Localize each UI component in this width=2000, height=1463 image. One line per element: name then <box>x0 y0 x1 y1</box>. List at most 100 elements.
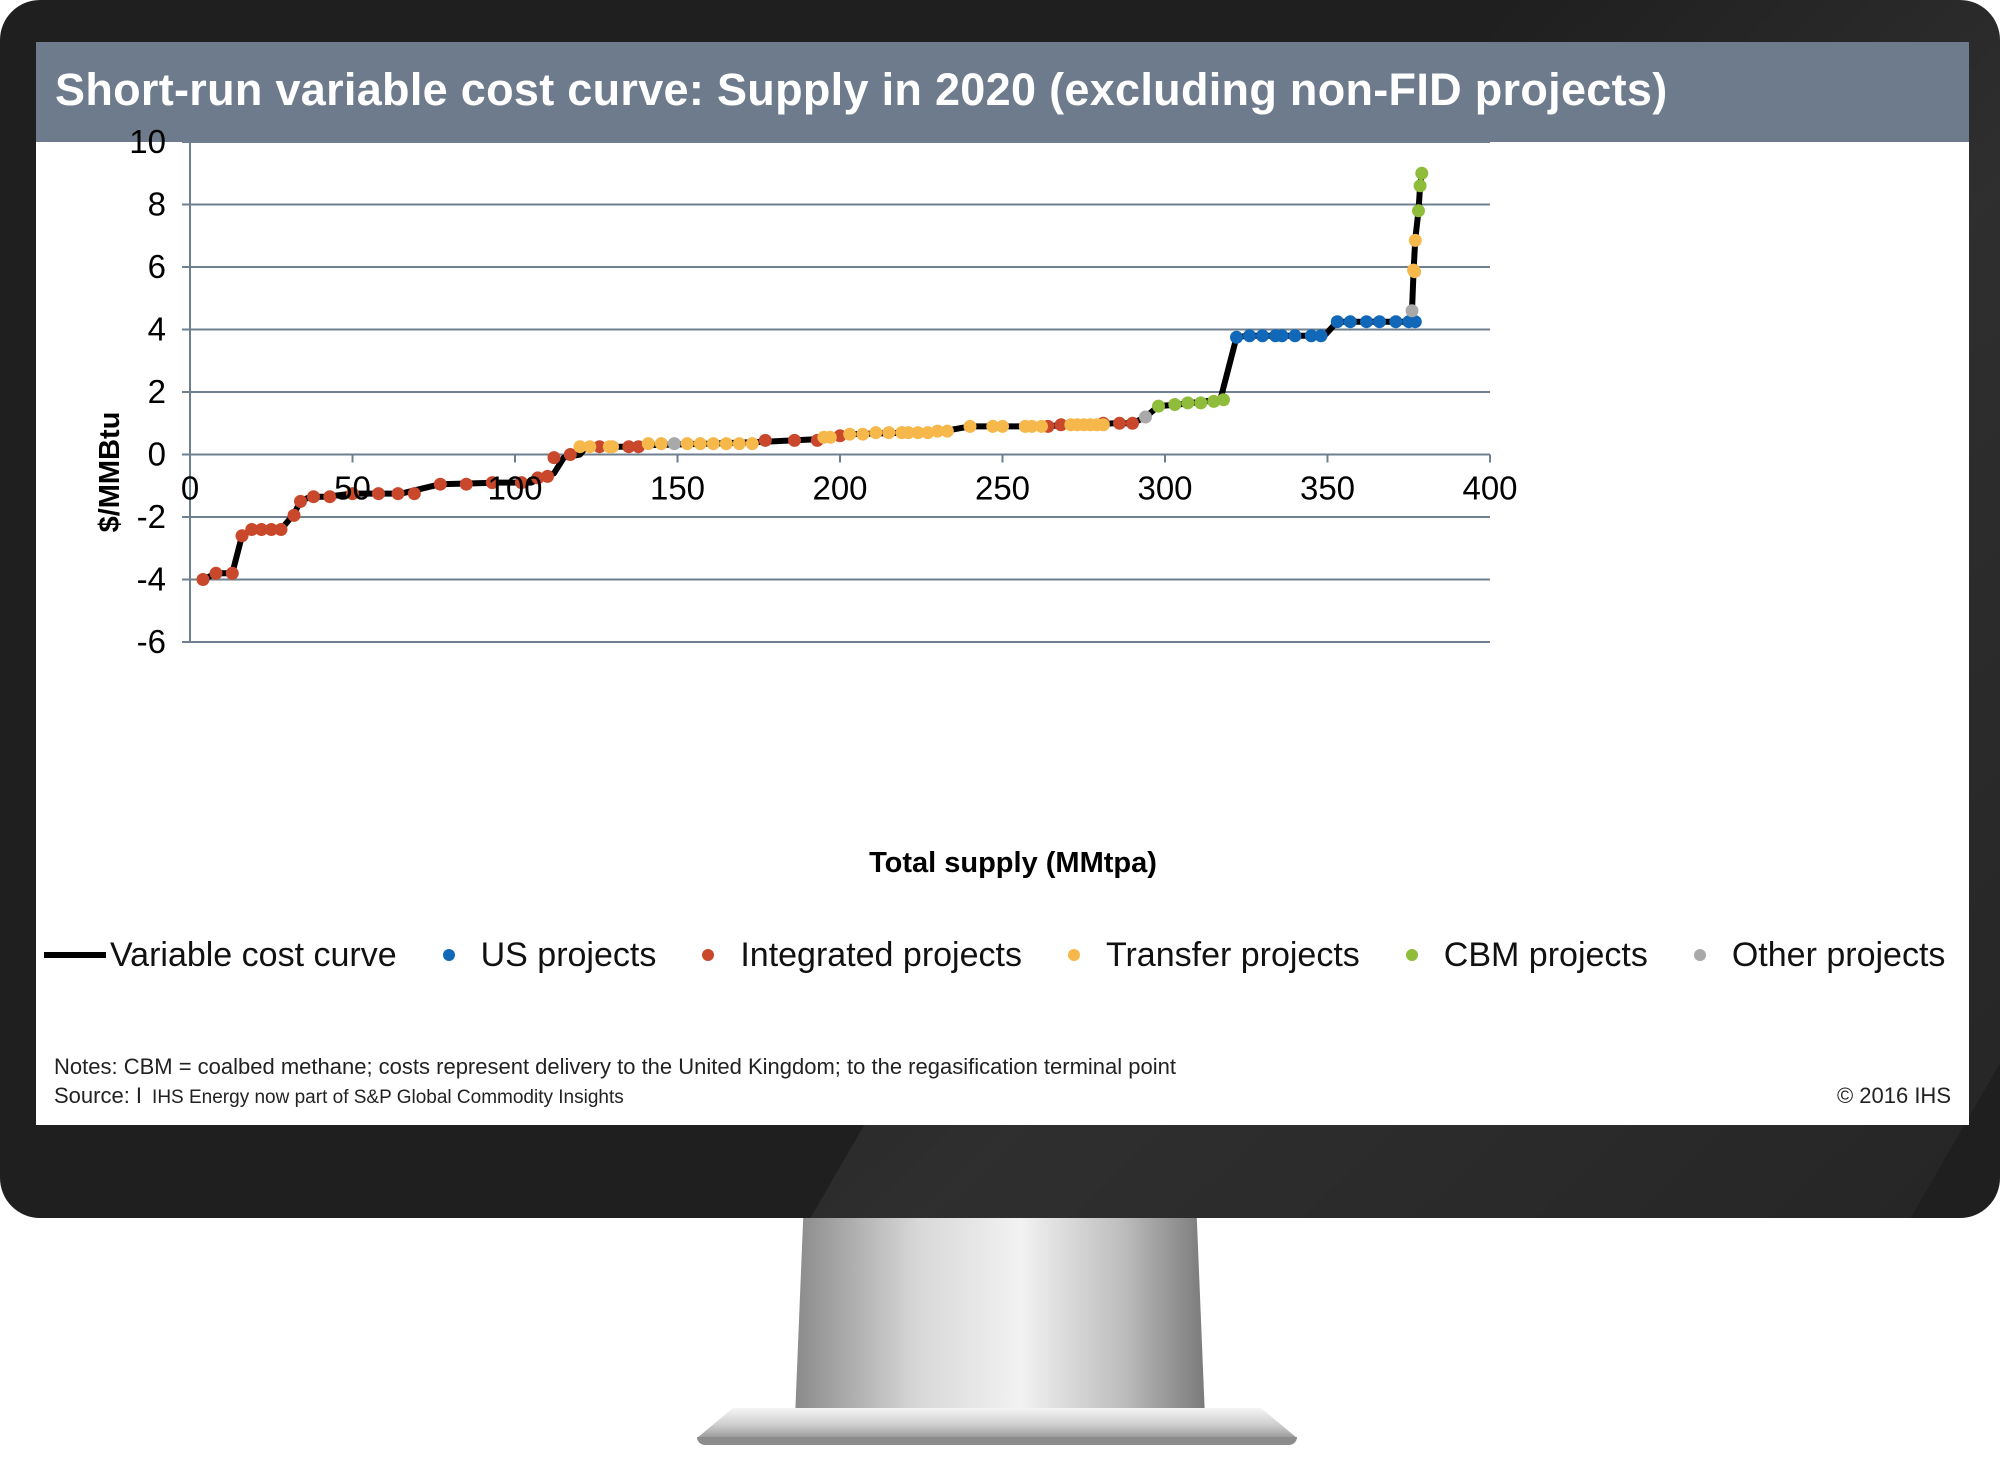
us-projects-point <box>1330 315 1344 329</box>
legend-label: Variable cost curve <box>110 935 397 974</box>
integrated-projects-point <box>593 440 606 454</box>
us-projects-point <box>1230 330 1243 344</box>
integrated-projects-point <box>274 523 288 536</box>
source-note: IHS Energy now part of S&P Global Commod… <box>152 1087 624 1108</box>
legend-item-us: US projects <box>425 935 657 975</box>
transfer-projects-point <box>996 419 1009 433</box>
transfer-projects-point <box>706 437 720 451</box>
x-tick-label: 250 <box>975 470 1030 507</box>
transfer-projects-point <box>693 437 707 451</box>
integrated-projects-point <box>433 477 447 491</box>
integrated-projects-point <box>407 487 421 501</box>
integrated-projects-point <box>307 490 320 504</box>
integrated-projects-point <box>541 469 554 483</box>
us-projects-point <box>1373 315 1386 329</box>
integrated-projects-point <box>255 523 268 536</box>
x-tick-label: 0 <box>181 470 199 507</box>
cbm-projects-point <box>1413 179 1427 193</box>
legend-label: Integrated projects <box>740 935 1022 974</box>
transfer-projects-point <box>1408 233 1422 247</box>
variable-cost-curve <box>200 170 1425 583</box>
y-tick-label: 10 <box>129 123 166 160</box>
chart-title: Short-run variable cost curve: Supply in… <box>55 64 1668 115</box>
cbm-projects-point <box>1217 393 1230 407</box>
transfer-projects-point <box>911 426 925 440</box>
transfer-projects-point <box>732 437 746 451</box>
monitor-bezel: Short-run variable cost curve: Supply in… <box>0 0 2000 1218</box>
cbm-projects-point <box>1168 398 1182 411</box>
us-projects-point <box>1343 315 1357 329</box>
us-projects-point <box>1275 329 1289 343</box>
y-tick-label: -2 <box>137 498 166 535</box>
us-projects-point <box>1243 329 1256 343</box>
x-axis-title: Total supply (MMtpa) <box>869 847 1157 879</box>
x-tick-label: 400 <box>1462 470 1517 507</box>
chart-notes: Notes: CBM = coalbed methane; costs repr… <box>54 1054 1176 1079</box>
x-tick-label: 150 <box>650 470 705 507</box>
monitor-stand-neck <box>795 1218 1205 1418</box>
us-projects-point <box>1288 329 1302 343</box>
transfer-projects-point <box>963 419 977 433</box>
integrated-projects-point <box>346 487 359 501</box>
dot-swatch-icon <box>442 949 455 961</box>
transfer-projects-point <box>1035 419 1048 433</box>
cbm-projects-point <box>1194 396 1208 410</box>
transfer-projects-point <box>901 426 915 440</box>
integrated-projects-point <box>622 440 636 454</box>
monitor-stand-base <box>697 1408 1297 1438</box>
integrated-projects-point <box>531 471 545 485</box>
integrated-projects-point <box>1126 416 1139 430</box>
integrated-projects-point <box>391 487 405 501</box>
other-projects-point <box>1139 410 1152 424</box>
y-tick-label: -4 <box>137 561 166 598</box>
title-bar: Short-run variable cost curve: Supply in… <box>36 42 1969 142</box>
transfer-projects-point <box>921 426 935 440</box>
transfer-projects-point <box>1096 418 1110 432</box>
us-projects-point <box>1256 329 1269 343</box>
transfer-projects-point <box>869 426 883 440</box>
grid-lines <box>190 141 1490 643</box>
chart: 10 8 6 4 2 0 -2 -4 -6 0 50 100 150 200 250 300 350 400 To… <box>94 123 1518 879</box>
integrated-projects-point <box>372 487 385 501</box>
integrated-projects-point <box>758 433 772 447</box>
us-projects-point <box>1360 315 1373 329</box>
cbm-projects-point <box>1181 396 1195 410</box>
cbm-projects-point <box>1415 166 1429 180</box>
transfer-projects-point <box>641 437 655 451</box>
dot-swatch-icon <box>702 949 715 961</box>
integrated-projects-point <box>1054 418 1068 432</box>
integrated-projects-point <box>264 523 278 536</box>
transfer-projects-point <box>823 430 837 444</box>
x-tick-label: 50 <box>334 470 371 507</box>
us-projects-point <box>1304 329 1318 343</box>
y-tick-label: -6 <box>137 623 166 660</box>
dot-swatch-icon <box>1693 949 1706 961</box>
y-tick-label: 2 <box>148 373 166 410</box>
transfer-projects-point <box>680 437 694 451</box>
monitor-stand-shadow <box>697 1437 1297 1445</box>
transfer-projects-point <box>940 424 954 438</box>
transfer-projects-point <box>1025 419 1039 433</box>
transfer-projects-point <box>583 440 597 454</box>
integrated-projects-point <box>196 573 210 586</box>
transfer-projects-point <box>573 440 587 454</box>
integrated-projects-point <box>294 494 307 508</box>
dot-swatch-icon <box>1067 949 1080 961</box>
transfer-projects-point <box>745 437 759 451</box>
tick-labels: 10 8 6 4 2 0 -2 -4 -6 0 50 100 150 200 250 300 350 400 <box>129 123 1517 660</box>
us-projects-point <box>1314 329 1328 343</box>
integrated-projects-point <box>235 529 249 543</box>
transfer-projects-point <box>654 437 668 451</box>
legend-item-transfer: Transfer projects <box>1050 936 1360 975</box>
legend-item-integrated: Integrated projects <box>684 936 1022 975</box>
integrated-projects-point <box>225 566 239 580</box>
transfer-projects-point <box>606 440 619 454</box>
integrated-projects-point <box>323 490 337 504</box>
y-tick-label: 0 <box>148 436 166 473</box>
other-projects-point <box>1405 304 1419 318</box>
integrated-projects-point <box>459 477 473 491</box>
data-points-layer <box>196 166 1429 586</box>
y-tick-label: 6 <box>148 248 166 285</box>
legend-label: US projects <box>480 935 657 974</box>
